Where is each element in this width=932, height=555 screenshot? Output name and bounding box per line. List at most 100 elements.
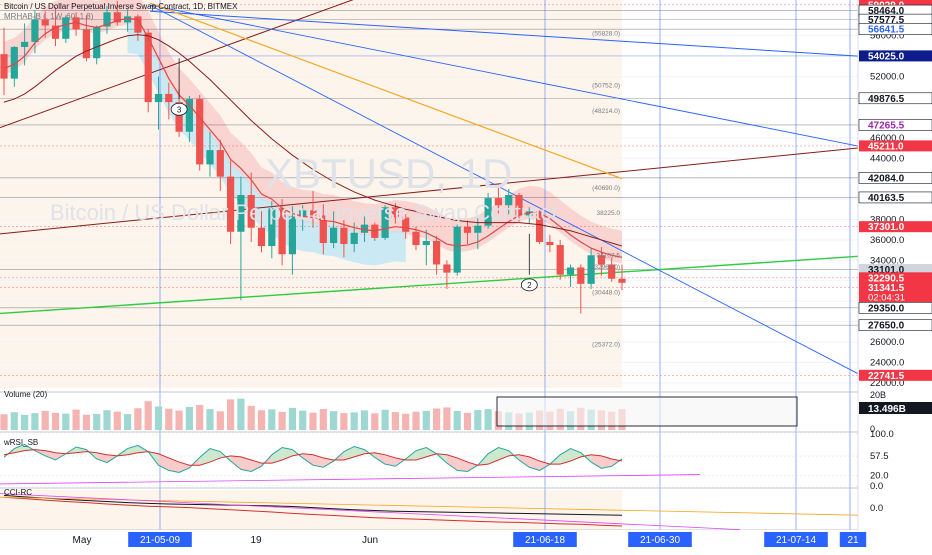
- volume-bar: [20, 414, 29, 430]
- volume-bar: [412, 411, 420, 430]
- volume-bar: [350, 412, 358, 430]
- price-tag[interactable]: [858, 172, 932, 184]
- wrsi-fill: [302, 453, 313, 466]
- candle-body: [268, 208, 276, 247]
- wrsi-tick-label: 0.0: [870, 481, 883, 492]
- cci-red-line: [3, 496, 623, 527]
- price-tag[interactable]: [859, 264, 932, 276]
- level-label: 34107.5: [597, 252, 621, 259]
- price-tag[interactable]: [858, 92, 932, 105]
- price-tag[interactable]: [859, 50, 932, 62]
- volume-bar: [154, 406, 163, 430]
- time-tag[interactable]: [764, 532, 828, 547]
- price-tag[interactable]: [859, 272, 932, 284]
- candle-body: [134, 16, 142, 33]
- volume-bar: [453, 410, 461, 430]
- volume-bar: [134, 408, 142, 430]
- candle-body: [618, 278, 626, 283]
- wrsi-tick-label: 100.0: [870, 429, 894, 440]
- volume-bar: [206, 409, 214, 430]
- time-tag[interactable]: [839, 532, 867, 547]
- price-tag-label: 49876.5: [868, 94, 905, 105]
- slow-ma-line: [3, 34, 623, 247]
- volume-bar: [443, 407, 451, 430]
- candle-body: [185, 99, 194, 132]
- price-tag-label: 42084.0: [868, 173, 905, 184]
- candle-body: [484, 198, 492, 226]
- wrsi-fill: [240, 456, 252, 472]
- candle-body: [175, 102, 183, 132]
- wrsi-fast-line: [3, 443, 623, 474]
- candle-body: [505, 195, 513, 206]
- price-tick-label: 46000.0: [870, 133, 904, 144]
- candle-body: [51, 25, 60, 39]
- candle-body: [577, 267, 585, 284]
- volume-bar: [278, 411, 286, 430]
- price-tag[interactable]: [859, 282, 932, 303]
- candle-body: [31, 19, 39, 42]
- candle-body: [154, 93, 163, 103]
- volume-bar: [484, 409, 492, 430]
- candle-body: [82, 29, 91, 59]
- price-tick-label: 26000.0: [870, 337, 904, 348]
- time-tag[interactable]: [628, 532, 692, 547]
- volume-bar: [144, 401, 152, 430]
- candle-body: [329, 227, 338, 244]
- time-tag[interactable]: [128, 532, 192, 547]
- volume-bar: [463, 412, 472, 430]
- price-tag[interactable]: [858, 302, 932, 314]
- time-tag-label: 21-06-18: [525, 535, 565, 546]
- time-tag[interactable]: [513, 532, 577, 547]
- volume-bar: [319, 408, 327, 430]
- price-tag-label: 27650.0: [868, 321, 905, 332]
- price-tag-label: 45211.0: [868, 141, 904, 152]
- price-tag[interactable]: [859, 140, 932, 152]
- wrsi-fill: [446, 454, 458, 471]
- price-tick-label: 24000.0: [870, 357, 904, 368]
- candle-body: [41, 19, 49, 26]
- price-tag[interactable]: [858, 319, 932, 332]
- candle-body: [72, 17, 80, 30]
- volume-tick-label: 20B: [870, 390, 886, 400]
- time-tag-label: 21-07-14: [776, 535, 816, 546]
- price-tag[interactable]: [858, 191, 932, 204]
- wave-label: 2: [527, 281, 532, 290]
- candle-body: [443, 264, 451, 273]
- indicator-legend[interactable]: MRHAB-B (, 1W, 60, 1.8): [4, 12, 94, 21]
- cci-label[interactable]: CCI-RC: [4, 488, 32, 497]
- wrsi-fill: [313, 454, 324, 468]
- candle-body: [103, 12, 111, 27]
- volume-bar: [474, 410, 482, 430]
- wrsi-fill: [570, 448, 581, 462]
- volume-bar: [216, 411, 224, 430]
- candle-body: [515, 195, 523, 216]
- candle-body: [216, 150, 224, 177]
- price-tag-label: 29350.0: [868, 303, 905, 314]
- wrsi-label[interactable]: wRSI_SB: [4, 438, 39, 447]
- wrsi-fill: [230, 455, 241, 470]
- price-tick-label: 56000.0: [870, 31, 904, 42]
- volume-bar: [391, 412, 400, 430]
- candle-body: [360, 224, 369, 233]
- volume-box-annotation[interactable]: [496, 396, 798, 427]
- price-tag[interactable]: [858, 23, 932, 35]
- price-tick-label: 52000.0: [870, 72, 904, 83]
- candle-body: [309, 210, 317, 216]
- blue-cloud-band: [127, 22, 406, 266]
- wave-label: 3: [177, 105, 182, 114]
- price-tag[interactable]: [858, 119, 932, 131]
- volume-bar: [309, 412, 317, 430]
- price-tag[interactable]: [859, 369, 932, 381]
- candle-body: [226, 176, 235, 232]
- volume-bar: [371, 413, 379, 430]
- price-tag-label: 56641.5: [868, 25, 905, 36]
- price-tag[interactable]: [859, 221, 932, 233]
- level-label: (48214.0): [592, 108, 620, 115]
- price-tag-label: 47265.5: [868, 120, 905, 131]
- volume-bar: [288, 407, 297, 430]
- wrsi-fill: [323, 457, 334, 468]
- volume-label[interactable]: Volume (20): [4, 390, 48, 399]
- volume-bar: [113, 411, 121, 430]
